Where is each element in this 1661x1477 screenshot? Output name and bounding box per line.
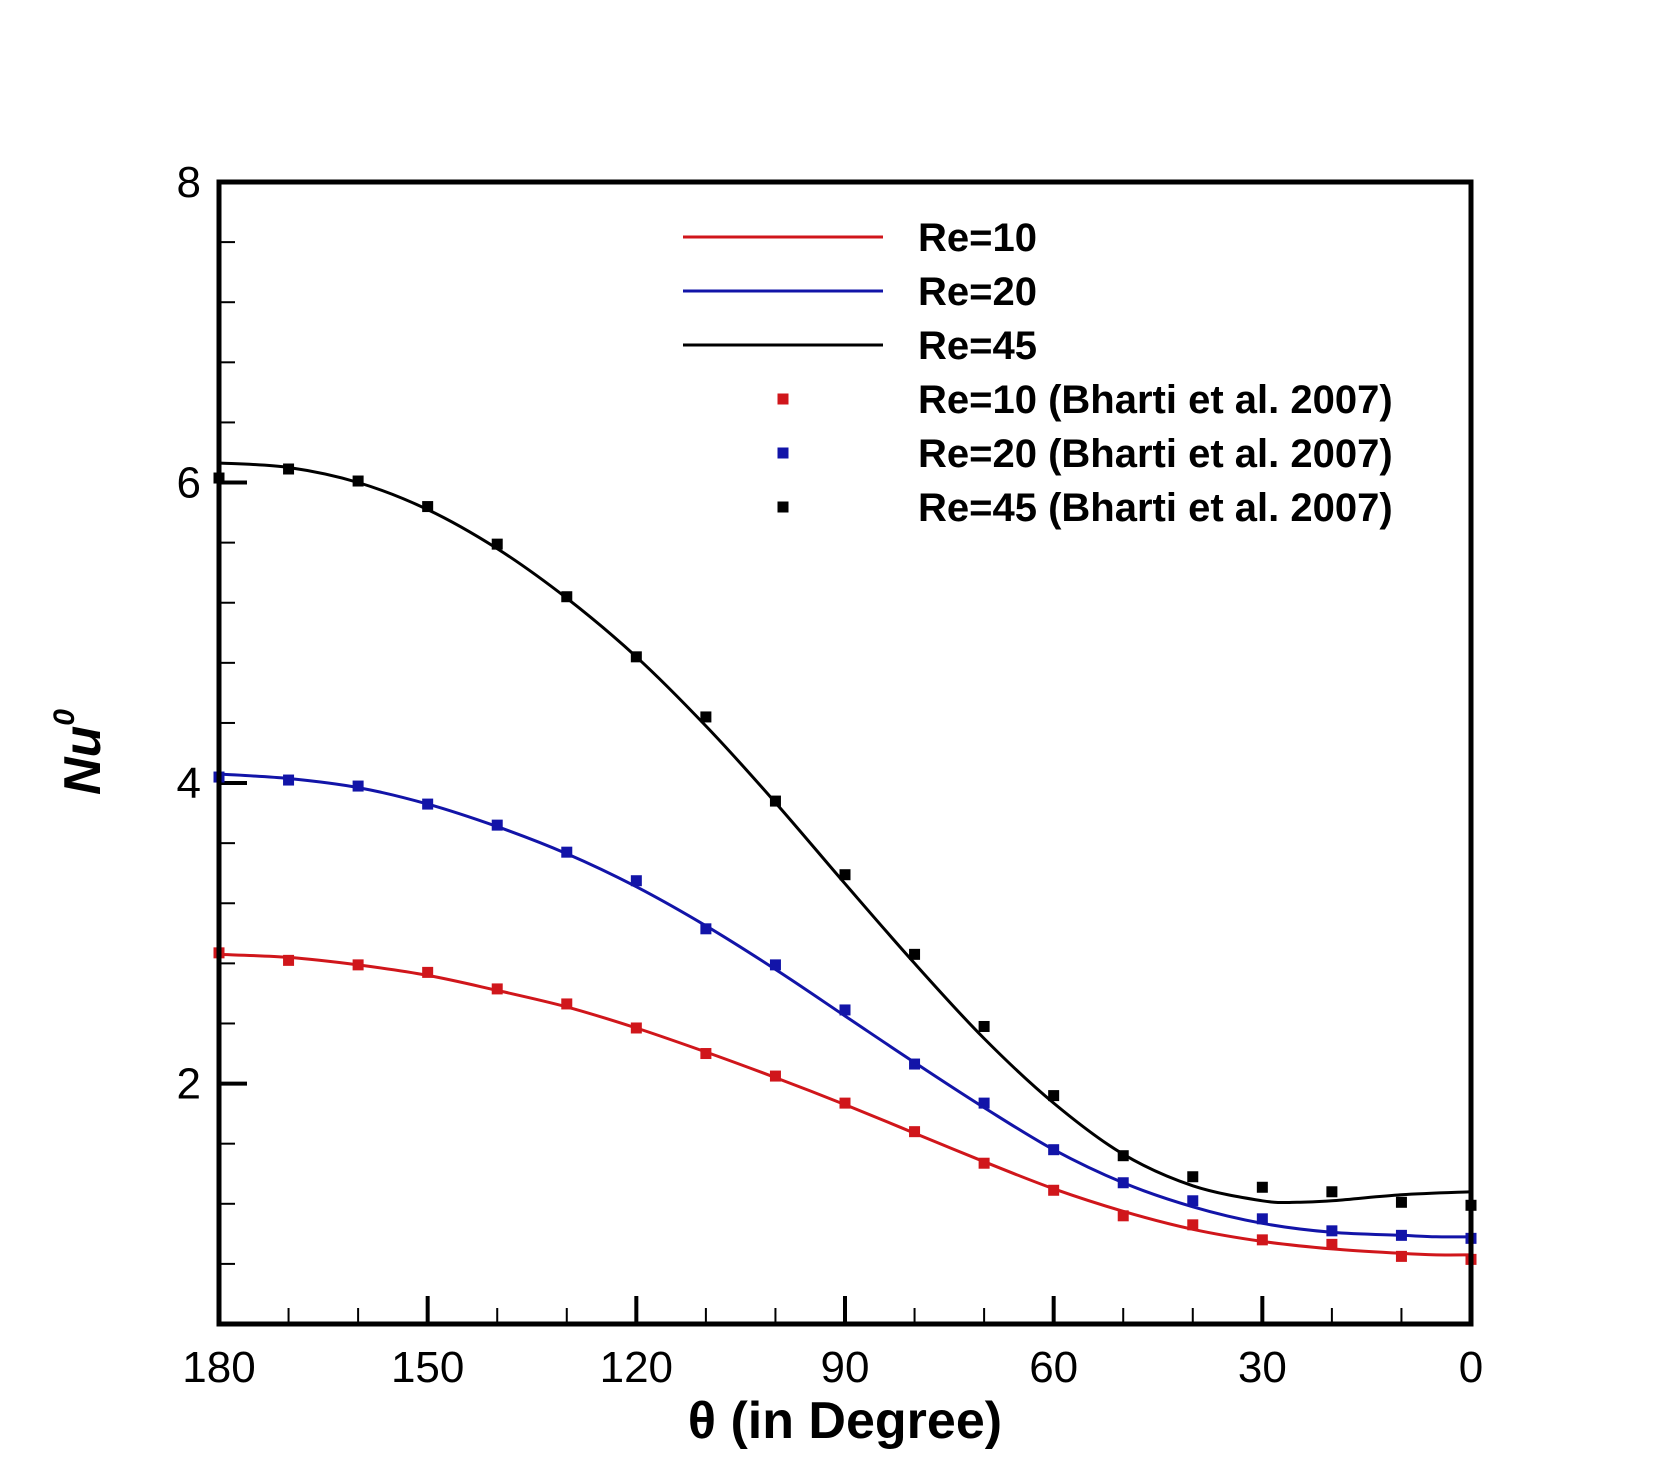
legend-label: Re=20 (Bharti et al. 2007)	[918, 432, 1393, 476]
data-point	[1326, 1238, 1338, 1250]
axis-ticks	[217, 180, 1473, 1324]
data-point	[1187, 1195, 1199, 1207]
x-tick-label: 30	[1238, 1343, 1287, 1392]
data-point	[769, 1070, 781, 1082]
data-point	[561, 591, 573, 603]
x-tick-label: 60	[1029, 1343, 1078, 1392]
data-point	[561, 846, 573, 858]
data-point	[839, 869, 851, 881]
data-point	[978, 1020, 990, 1032]
x-tick-label: 180	[182, 1343, 255, 1392]
legend-label: Re=10	[918, 216, 1037, 260]
data-point	[283, 954, 295, 966]
data-point	[700, 1048, 712, 1060]
legend-item: Re=10	[683, 216, 1037, 260]
data-point	[1395, 1229, 1407, 1241]
legend-swatch-marker	[777, 447, 789, 459]
data-point	[491, 819, 503, 831]
data-point	[283, 463, 295, 475]
y-axis-title-base: Nu	[54, 726, 112, 795]
legend-swatch-marker	[777, 393, 789, 405]
data-point	[1117, 1210, 1129, 1222]
legend-item: Re=10 (Bharti et al. 2007)	[777, 378, 1393, 422]
y-tick-label: 8	[177, 158, 201, 207]
x-tick-label: 120	[600, 1343, 673, 1392]
x-tick-label: 150	[391, 1343, 464, 1392]
legend-swatch-marker	[777, 501, 789, 513]
data-point	[352, 959, 364, 971]
series-1	[218, 772, 1472, 1239]
data-point	[1395, 1250, 1407, 1262]
y-tick-label: 4	[177, 759, 201, 808]
legend-label: Re=45 (Bharti et al. 2007)	[918, 486, 1393, 530]
legend-item: Re=20	[683, 270, 1037, 314]
y-axis-title-superscript: 0	[48, 709, 81, 726]
y-axis-title: Nu0	[48, 709, 112, 795]
x-tick-label: 90	[821, 1343, 870, 1392]
data-point	[283, 774, 295, 786]
data-point	[1256, 1234, 1268, 1246]
legend-label: Re=20	[918, 270, 1037, 314]
data-point	[1326, 1225, 1338, 1237]
data-point	[909, 1126, 921, 1138]
legend-label: Re=10 (Bharti et al. 2007)	[918, 378, 1393, 422]
data-point	[769, 795, 781, 807]
series-line	[218, 772, 1472, 1239]
data-point	[422, 501, 434, 513]
data-point	[491, 983, 503, 995]
axis-tick-labels: 180 150 120 90 60 30 0 2 4 6 8	[177, 158, 1484, 1392]
data-point	[909, 1058, 921, 1070]
data-point	[769, 959, 781, 971]
data-point	[839, 1097, 851, 1109]
legend-label: Re=45	[918, 324, 1037, 368]
data-point	[630, 1022, 642, 1034]
data-point	[1256, 1213, 1268, 1225]
data-point	[1117, 1177, 1129, 1189]
data-point	[561, 998, 573, 1010]
legend: Re=10 Re=20 Re=45 Re=10 (Bharti et al. 2007…	[683, 216, 1393, 530]
series-2	[218, 461, 1472, 1205]
data-point	[1395, 1196, 1407, 1208]
data-point	[630, 875, 642, 887]
data-point	[630, 651, 642, 663]
data-point	[1187, 1219, 1199, 1231]
data-point	[352, 780, 364, 792]
data-point	[978, 1157, 990, 1169]
data-point	[700, 711, 712, 723]
legend-item: Re=45 (Bharti et al. 2007)	[777, 486, 1393, 530]
legend-item: Re=20 (Bharti et al. 2007)	[777, 432, 1393, 476]
data-point	[1256, 1181, 1268, 1193]
y-tick-label: 2	[177, 1060, 201, 1109]
data-point	[700, 923, 712, 935]
data-point	[422, 966, 434, 978]
data-point	[978, 1097, 990, 1109]
x-tick-label: 0	[1459, 1343, 1483, 1392]
y-tick-label: 6	[177, 459, 201, 508]
series-line	[218, 461, 1472, 1205]
data-point	[1117, 1150, 1129, 1162]
data-point	[909, 948, 921, 960]
data-point	[1048, 1184, 1060, 1196]
plot-frame	[216, 179, 1474, 1327]
data-point	[422, 798, 434, 810]
data-point	[352, 475, 364, 487]
x-axis-title: θ (in Degree)	[688, 1392, 1002, 1450]
data-point	[839, 1004, 851, 1016]
data-point	[1187, 1171, 1199, 1183]
data-point	[1048, 1144, 1060, 1156]
data-point	[1326, 1186, 1338, 1198]
legend-item: Re=45	[683, 324, 1037, 368]
data-point	[1048, 1090, 1060, 1102]
data-point	[491, 538, 503, 550]
